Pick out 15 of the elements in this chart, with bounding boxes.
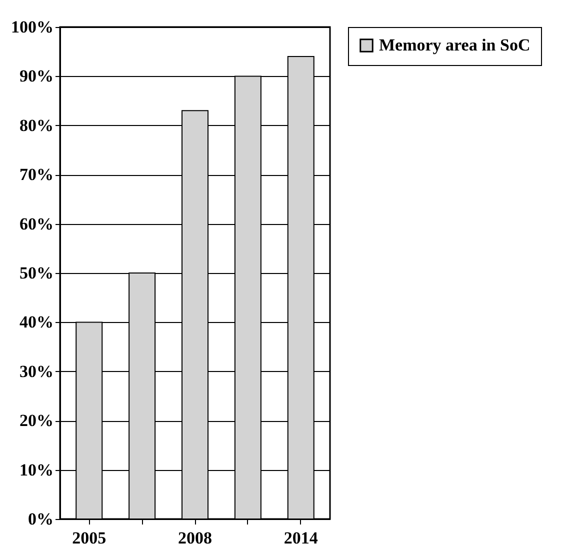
x-tick-label: 2005: [72, 528, 106, 548]
y-tick-label: 100%: [11, 18, 54, 36]
y-tick-label: 20%: [20, 411, 54, 430]
y-tick-label: 90%: [20, 66, 54, 86]
y-tick-label: 40%: [20, 312, 54, 332]
y-tick-label: 10%: [20, 460, 54, 480]
y-tick-label: 30%: [20, 362, 54, 381]
y-tick-label: 80%: [20, 116, 54, 135]
y-tick-label: 60%: [20, 214, 54, 234]
y-tick-label: 70%: [20, 165, 54, 184]
y-tick-label: 50%: [20, 264, 54, 282]
x-tick-label: 2008: [178, 528, 212, 548]
legend-label: Memory area in SoC: [379, 36, 530, 54]
x-tick-label: 2014: [284, 528, 318, 548]
y-tick-label: 0%: [28, 510, 54, 528]
